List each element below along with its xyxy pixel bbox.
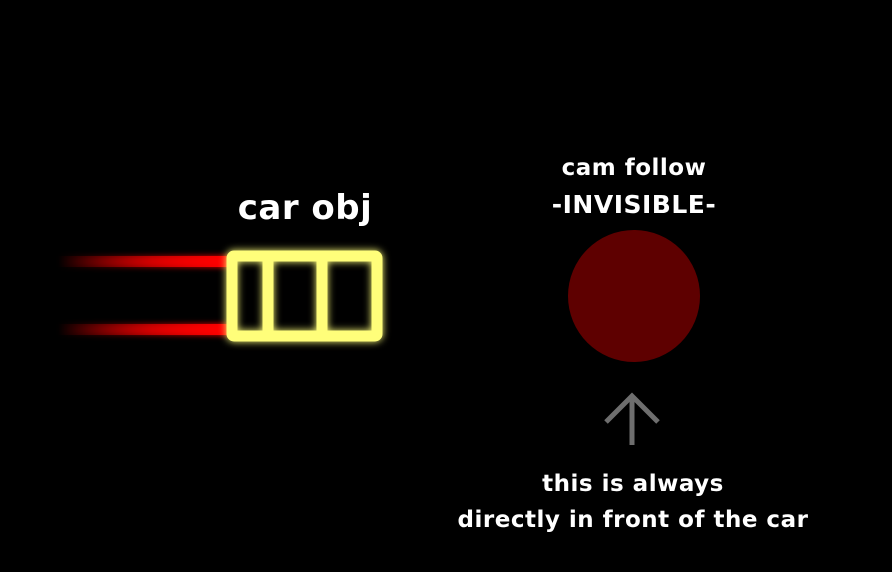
car-object	[226, 250, 383, 342]
tail-trail-top	[58, 256, 230, 267]
cam-follow-circle	[568, 230, 700, 362]
tail-trail-bottom	[58, 324, 230, 335]
note-line-2: directly in front of the car	[457, 507, 809, 533]
arrow-up-icon	[604, 392, 660, 445]
cam-follow-subtitle: -INVISIBLE-	[551, 190, 717, 219]
cam-follow-title: cam follow	[561, 155, 707, 181]
car-object-label: car obj	[237, 188, 373, 228]
car-body-outline	[226, 250, 383, 342]
note-line-1: this is always	[542, 471, 724, 497]
